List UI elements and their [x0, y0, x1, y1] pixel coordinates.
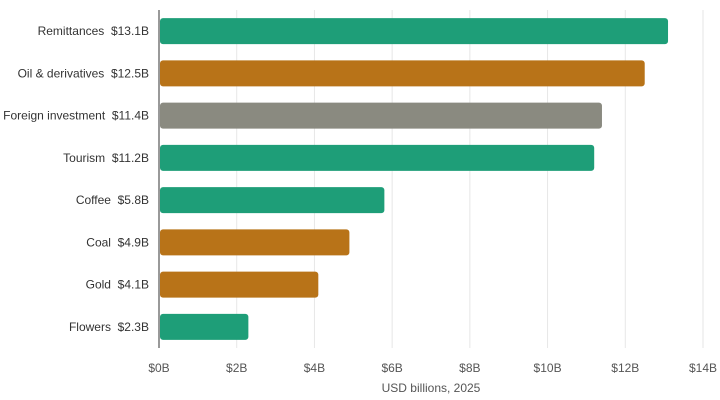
bar [160, 102, 602, 129]
x-tick-label: $12B [611, 361, 639, 375]
category-label: Flowers $2.3B [69, 320, 149, 334]
x-tick-label: $2B [226, 361, 247, 375]
category-label: Coffee $5.8B [76, 193, 149, 207]
x-tick-label: $10B [534, 361, 562, 375]
category-label: Tourism $11.2B [63, 151, 149, 165]
x-tick-labels: $0B $2B $4B $6B $8B $10B $12B $14B [148, 361, 717, 375]
x-tick-label: $4B [304, 361, 325, 375]
x-tick-label: $0B [148, 361, 169, 375]
category-label: Gold $4.1B [86, 278, 149, 292]
x-tick-label: $8B [459, 361, 480, 375]
bar [160, 60, 645, 87]
category-label: Foreign investment $11.4B [3, 109, 149, 123]
category-label: Remittances $13.1B [38, 24, 149, 38]
bar [160, 229, 350, 256]
bar [160, 271, 319, 298]
bar [160, 18, 669, 45]
x-tick-label: $14B [689, 361, 717, 375]
x-axis-title: USD billions, 2025 [382, 381, 481, 395]
bar [160, 313, 249, 340]
bar [160, 144, 595, 171]
x-tick-label: $6B [381, 361, 402, 375]
bars [160, 18, 669, 340]
category-label: Coal $4.9B [86, 235, 149, 249]
bar [160, 187, 385, 214]
category-label: Oil & derivatives $12.5B [18, 66, 149, 80]
category-labels: Remittances $13.1B Oil & derivatives $12.… [3, 24, 149, 334]
